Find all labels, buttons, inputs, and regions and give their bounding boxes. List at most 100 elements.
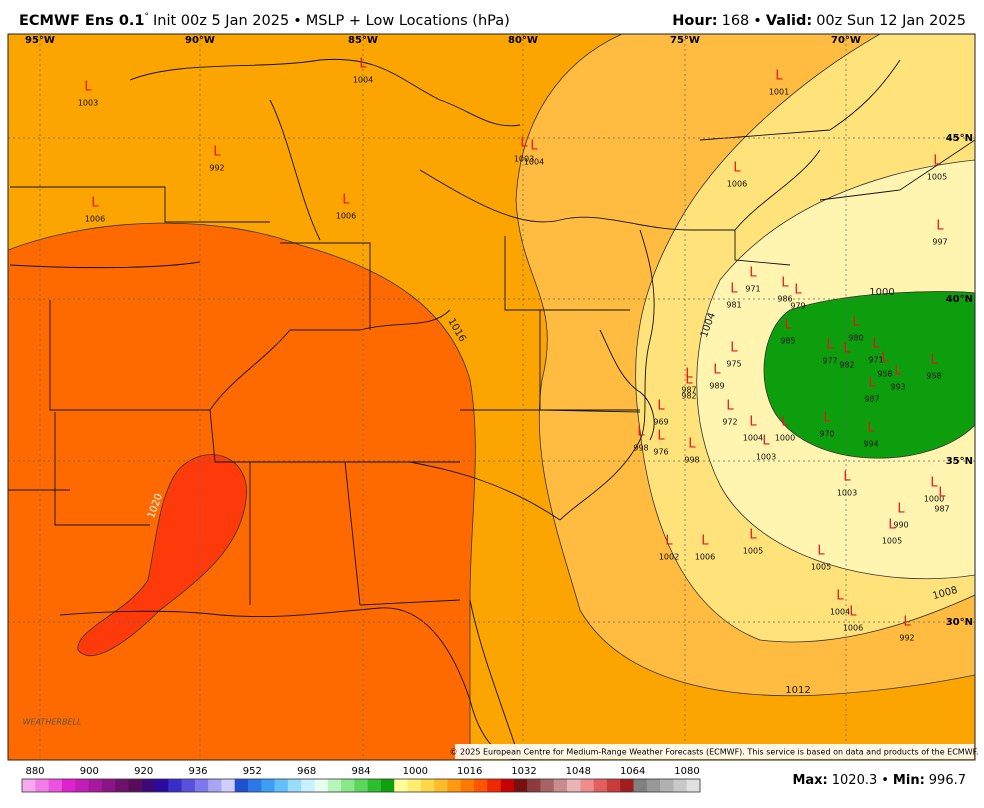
low-pressure: 1004 [524,158,544,167]
low-markers: L 1003 L 1004 L 992 L 1006 L 1006 L 1003 L 1004 L 1001 L… [78,57,950,643]
colorbar-cell [314,779,329,792]
low-pressure: 990 [893,521,908,530]
colorbar-cell [301,779,315,792]
low-symbol: L [826,338,834,353]
low-pressure: 982 [681,392,696,401]
low-pressure: 1005 [927,173,947,182]
colorbar-label: 1032 [511,766,536,777]
low-symbol: L [888,518,896,533]
low-symbol: L [872,337,880,352]
colorbar: 880 900 920 936 952 968 984 1000 1016 1032 1048 106… [21,766,701,793]
hour-label: Hour: [672,13,717,29]
colorbar-cell [221,779,236,792]
colorbar-cell [553,779,568,792]
colorbar-cell [646,779,661,792]
low-symbol: L [685,373,693,388]
colorbar-cell [101,779,116,792]
logo: WEATHERBELL [23,718,82,727]
max-label: Max: [792,773,827,788]
hour: 168 [722,13,750,29]
low-symbol: L [84,80,92,95]
low-symbol: L [930,353,938,368]
low-symbol: L [867,421,875,436]
colorbar-cell [22,779,36,792]
colorbar-cell [208,779,222,792]
low-pressure: 958 [877,370,892,379]
colorbar-cell [234,779,249,792]
low-pressure: 971 [868,356,883,365]
model: ECMWF Ens 0.1 [19,13,145,29]
low-pressure: 976 [653,448,668,457]
colorbar-cell [527,779,541,792]
low-symbol: L [836,589,844,604]
low-pressure: 998 [684,456,699,465]
colorbar-cell [141,779,156,792]
colorbar-cell [354,779,368,792]
low-symbol: L [903,615,911,630]
low-symbol: L [849,605,857,620]
longitude-label: 90°W [185,35,215,46]
map: L 1003 L 1004 L 992 L 1006 L 1006 L 1003 L 1004 L 1001 L… [7,33,978,761]
contour-label: 1000 [869,287,894,298]
low-symbol: L [794,283,802,298]
colorbar-label: 1016 [457,766,482,777]
low-symbol: L [852,315,860,330]
low-pressure: 1000 [775,434,795,443]
low-pressure: 970 [819,430,834,439]
separator: • [753,13,762,29]
low-pressure: 980 [848,334,863,343]
low-pressure: 1004 [743,434,763,443]
colorbar-cell [593,779,608,792]
degree: ° [145,12,150,22]
low-symbol: L [665,534,673,549]
separator: • [293,13,302,29]
colorbar-cell [154,779,169,792]
low-symbol: L [823,411,831,426]
low-symbol: L [894,364,902,379]
low-symbol: L [936,219,944,234]
colorbar-cell [686,779,701,792]
low-pressure: 1004 [353,76,373,85]
header-left: ECMWF Ens 0.1° Init 00z 5 Jan 2025 • MSLP +… [19,12,510,30]
low-pressure: 1003 [514,155,534,164]
low-symbol: L [881,351,889,366]
low-symbol: L [213,145,221,160]
low-pressure: 981 [726,301,741,310]
low-symbol: L [784,318,792,333]
colorbar-cell [75,779,89,792]
low-pressure: 997 [932,238,947,247]
header-right: Hour: 168 • Valid: 00z Sun 12 Jan 2025 [672,13,966,29]
low-pressure: 1006 [843,624,863,633]
latitude-label: 35°N [946,456,973,467]
low-pressure: 992 [899,634,914,643]
low-symbol: L [938,486,946,501]
longitude-label: 70°W [831,35,861,46]
map-frame [7,33,976,761]
colorbar-label: 968 [297,766,316,777]
low-symbol: L [733,161,741,176]
low-pressure: 993 [890,383,905,392]
colorbar-cell [606,779,621,792]
low-symbol: L [843,470,851,485]
low-pressure: 1006 [695,553,715,562]
colorbar-cell [460,779,475,792]
colorbar-label: 1064 [620,766,645,777]
low-symbol: L [930,476,938,491]
low-pressure: 1005 [811,563,831,572]
low-symbol: L [637,425,645,440]
colorbar-cell [660,779,674,792]
low-pressure: 1006 [85,215,105,224]
colorbar-cell [500,779,515,792]
init: Init 00z 5 Jan 2025 [153,13,289,29]
low-pressure: 972 [722,418,737,427]
low-symbol: L [701,534,709,549]
low-symbol: L [730,282,738,297]
low-pressure: 987 [681,386,696,395]
colorbar-label: 1000 [403,766,428,777]
low-pressure: 1001 [769,88,789,97]
colorbar-cell [540,779,555,792]
low-symbol: L [749,266,757,281]
product: MSLP + Low Locations (hPa) [306,13,510,29]
colorbar-cell [274,779,289,792]
low-symbol: L [781,415,789,430]
